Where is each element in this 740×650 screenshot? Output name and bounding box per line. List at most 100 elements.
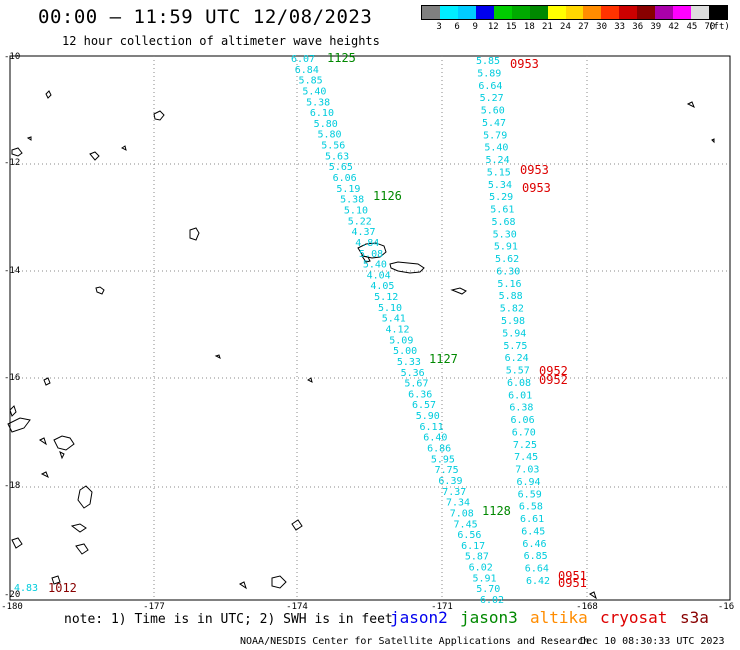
scale-swatch: [673, 6, 692, 19]
lon-tick-180: -180: [1, 602, 23, 612]
island-north-b: [89, 151, 100, 161]
wave-height-value: 5.33: [397, 357, 421, 368]
scale-label: 3: [436, 22, 442, 32]
island-north-c: [121, 145, 127, 151]
wave-height-value: 6.86: [427, 444, 451, 455]
pass-time-label: 0953: [510, 57, 539, 71]
island-tonga-n: [589, 591, 597, 600]
wave-height-value: 5.56: [321, 141, 345, 152]
wave-height-value: 6.42: [526, 576, 550, 587]
wave-height-value: 5.87: [465, 552, 489, 563]
wave-height-value: 4.84: [355, 238, 379, 249]
island-tonga-m: [291, 519, 303, 531]
wave-height-value: 5.67: [404, 379, 428, 390]
wave-height-value: 5.08: [359, 249, 383, 260]
wave-height-value: 5.79: [483, 130, 507, 141]
map-subtitle: 12 hour collection of altimeter wave hei…: [62, 34, 380, 48]
scale-label: 18: [523, 22, 535, 32]
lat-tick-12: -12: [4, 158, 21, 168]
wave-height-value: 5.16: [497, 279, 521, 290]
wave-height-value: 4.83: [14, 583, 38, 594]
wave-height-value: 5.57: [506, 366, 530, 377]
wave-height-value: 6.39: [438, 476, 462, 487]
wave-height-value: 5.85: [299, 76, 323, 87]
generated-timestamp: Dec 10 08:30:33 UTC 2023: [580, 636, 725, 647]
wave-height-value: 5.89: [477, 68, 501, 79]
wave-height-value: 6.06: [333, 173, 357, 184]
lon-tick-16: -16: [717, 602, 735, 612]
wave-height-value: 5.30: [493, 229, 517, 240]
pass-time-label: 0951: [558, 569, 587, 583]
legend-cryosat: cryosat: [600, 608, 668, 627]
scale-swatch: [691, 6, 709, 19]
wave-height-value: 6.45: [521, 526, 545, 537]
wave-height-value: 5.38: [306, 97, 330, 108]
wave-height-value: 6.08: [507, 378, 531, 389]
wave-height-value: 5.00: [393, 346, 417, 357]
legend-jason3: jason3: [460, 608, 518, 627]
wave-height-value: 5.40: [484, 143, 508, 154]
wave-height-value: 6.94: [516, 477, 540, 488]
lat-tick-18: -18: [4, 481, 21, 491]
scale-swatch: [529, 6, 548, 19]
scale-label: 27: [578, 22, 589, 32]
scale-swatch: [565, 6, 584, 19]
pass-time-label: 0951: [558, 576, 587, 590]
wave-height-value: 6.64: [525, 564, 549, 575]
wave-height-value: 5.94: [502, 328, 526, 339]
wave-height-value: 6.59: [518, 489, 542, 500]
scale-label: 6: [454, 22, 460, 32]
wave-height-value: 5.09: [389, 335, 413, 346]
wave-height-value: 5.63: [325, 151, 349, 162]
wave-height-value: 5.12: [374, 292, 398, 303]
wave-height-value: 7.75: [435, 465, 459, 476]
scale-label: 45: [686, 22, 698, 32]
wave-height-value: 7.25: [513, 440, 537, 451]
scale-swatch: [422, 6, 440, 19]
wave-height-value: 5.98: [501, 316, 525, 327]
wave-height-value: 6.10: [310, 108, 334, 119]
wave-height-value: 5.62: [495, 254, 519, 265]
island-tonga-l: [239, 581, 247, 590]
wave-height-value: 6.56: [457, 530, 481, 541]
wave-height-value: 5.70: [476, 584, 500, 595]
wave-height-value: 6.02: [469, 563, 493, 574]
wave-height-value: 6.70: [512, 427, 536, 438]
wave-height-value: 5.95: [431, 454, 455, 465]
wave-height-value: 5.10: [378, 303, 402, 314]
scale-label: 12: [487, 22, 499, 32]
wave-height-value: 5.22: [348, 216, 372, 227]
wave-height-value: 5.61: [490, 205, 514, 216]
island-tonga-e: [39, 437, 47, 446]
lon-tick-177: -177: [143, 602, 165, 612]
lon-tick-168: -168: [576, 602, 598, 612]
wave-height-value: 7.45: [454, 519, 478, 530]
wave-height-value: 5.90: [416, 411, 440, 422]
wave-height-value: 6.06: [511, 415, 535, 426]
wave-height-value: 6.57: [412, 400, 436, 411]
wave-height-value: 5.60: [481, 106, 505, 117]
wave-height-value: 7.34: [446, 498, 470, 509]
island-tonga-h: [70, 523, 87, 533]
island-small-1: [43, 377, 51, 386]
wave-height-value: 6.30: [496, 266, 520, 277]
island-tonga-b: [7, 417, 31, 433]
scale-label: 33: [614, 22, 626, 32]
lon-tick-174: -174: [286, 602, 308, 612]
scale-swatch: [439, 6, 458, 19]
wave-height-value: 5.38: [340, 195, 364, 206]
wave-height-value: 5.19: [336, 184, 360, 195]
scale-swatch: [601, 6, 620, 19]
wave-height-value: 6.38: [509, 403, 533, 414]
wave-height-value: 5.80: [317, 130, 341, 141]
legend-altika: altika: [530, 608, 588, 627]
scale-label: 39: [650, 22, 662, 32]
island-tutuila: [389, 261, 425, 274]
legend-s3a: s3a: [680, 608, 709, 627]
scale-swatch: [475, 6, 494, 19]
wave-height-value: 5.27: [480, 93, 504, 104]
scale-swatch: [493, 6, 512, 19]
wave-height-value: 6.01: [508, 390, 532, 401]
scale-label: (ft): [708, 22, 730, 32]
